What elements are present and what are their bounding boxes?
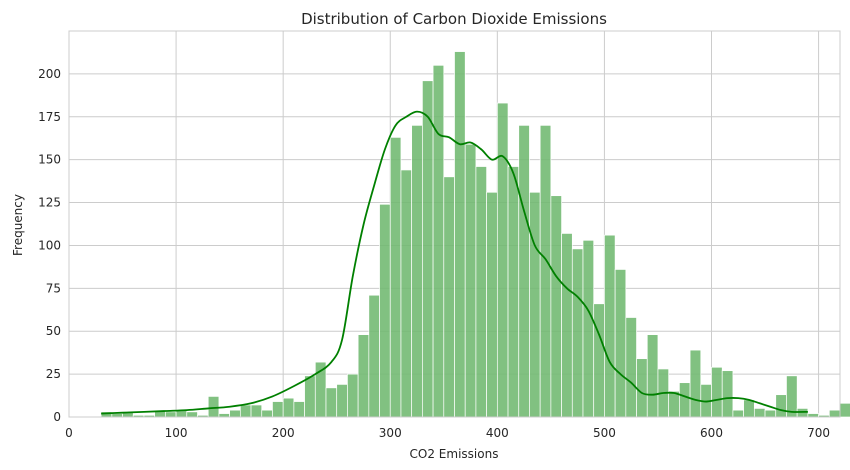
y-tick-label: 200 [38,67,61,81]
kde-curve [101,110,808,415]
histogram-bar [807,413,819,418]
histogram-bar [325,387,338,418]
histogram-bar [625,317,637,418]
histogram-bar [486,191,498,418]
y-tick-label: 175 [38,110,61,124]
y-tick-label: 100 [38,238,61,252]
histogram-bar [614,269,627,418]
y-tick-label: 50 [46,324,61,338]
histogram-bar [539,125,552,418]
histogram-bar [218,413,230,418]
histogram-bar [443,176,455,418]
histogram-bar [828,409,841,418]
histogram-bar [379,203,391,418]
x-tick-label: 400 [486,426,509,440]
histogram-bar [764,409,777,418]
histogram-bar [571,248,584,418]
x-tick-label: 500 [593,426,616,440]
chart-title: Distribution of Carbon Dioxide Emissions [301,10,607,28]
histogram-bar [496,102,509,418]
plot-frame [68,30,841,418]
histogram-bar [646,334,659,418]
histogram-bar [454,51,466,418]
y-tick-label: 125 [38,196,61,210]
histogram-bar [272,401,284,418]
histogram-bar [250,404,263,418]
histogram-bar [261,409,273,418]
histogram-bar [422,80,434,418]
x-tick-label: 600 [700,426,723,440]
histogram-bar [743,399,755,418]
histogram-bar [411,125,423,418]
histogram-bar [689,349,702,418]
histogram-bar [529,191,541,418]
histogram-bar [357,334,370,418]
histogram-bar [186,411,198,418]
histogram-bar [464,143,477,418]
histogram-bar [165,411,177,418]
y-tick-label: 0 [53,410,61,424]
histogram-bar [400,169,413,418]
x-tick-label: 200 [272,426,295,440]
histogram-bar [604,234,616,418]
histogram-bar [711,366,723,418]
x-tick-label: 0 [65,426,73,440]
x-tick-label: 300 [379,426,402,440]
histogram-bar [550,195,562,418]
histogram-bar [207,396,220,418]
histogram-bar [475,166,487,418]
histogram-bar [111,413,123,418]
x-axis-label: CO2 Emissions [410,447,499,461]
histogram-bar [293,401,305,418]
x-tick-label: 700 [807,426,830,440]
histogram-bar [347,373,359,418]
histogram-bar [753,408,766,418]
histogram-bar [582,239,595,418]
y-tick-label: 25 [46,367,61,381]
histogram-bar [839,402,850,418]
y-tick-label: 75 [46,281,61,295]
histogram-bar [593,303,605,418]
y-tick-label: 150 [38,153,61,167]
histogram-bar [229,409,241,418]
histogram-bar [368,294,380,418]
histogram-bar [775,394,787,418]
histogram-bar [507,166,520,418]
histogram-bar [304,375,316,418]
histogram-bar [668,390,680,418]
histogram-bar [721,370,734,418]
histogram-bar [336,384,348,418]
histogram-bar [389,137,402,418]
histogram-bar [732,409,744,418]
histogram-bar [679,382,691,418]
histogram-bar [561,233,573,418]
histogram-bar [518,125,530,418]
histogram-bar [282,397,295,418]
histogram-bar [239,404,252,418]
histogram-bar [636,358,648,418]
histogram-bar [432,64,445,418]
x-tick-label: 100 [165,426,188,440]
y-axis-label: Frequency [11,194,25,256]
